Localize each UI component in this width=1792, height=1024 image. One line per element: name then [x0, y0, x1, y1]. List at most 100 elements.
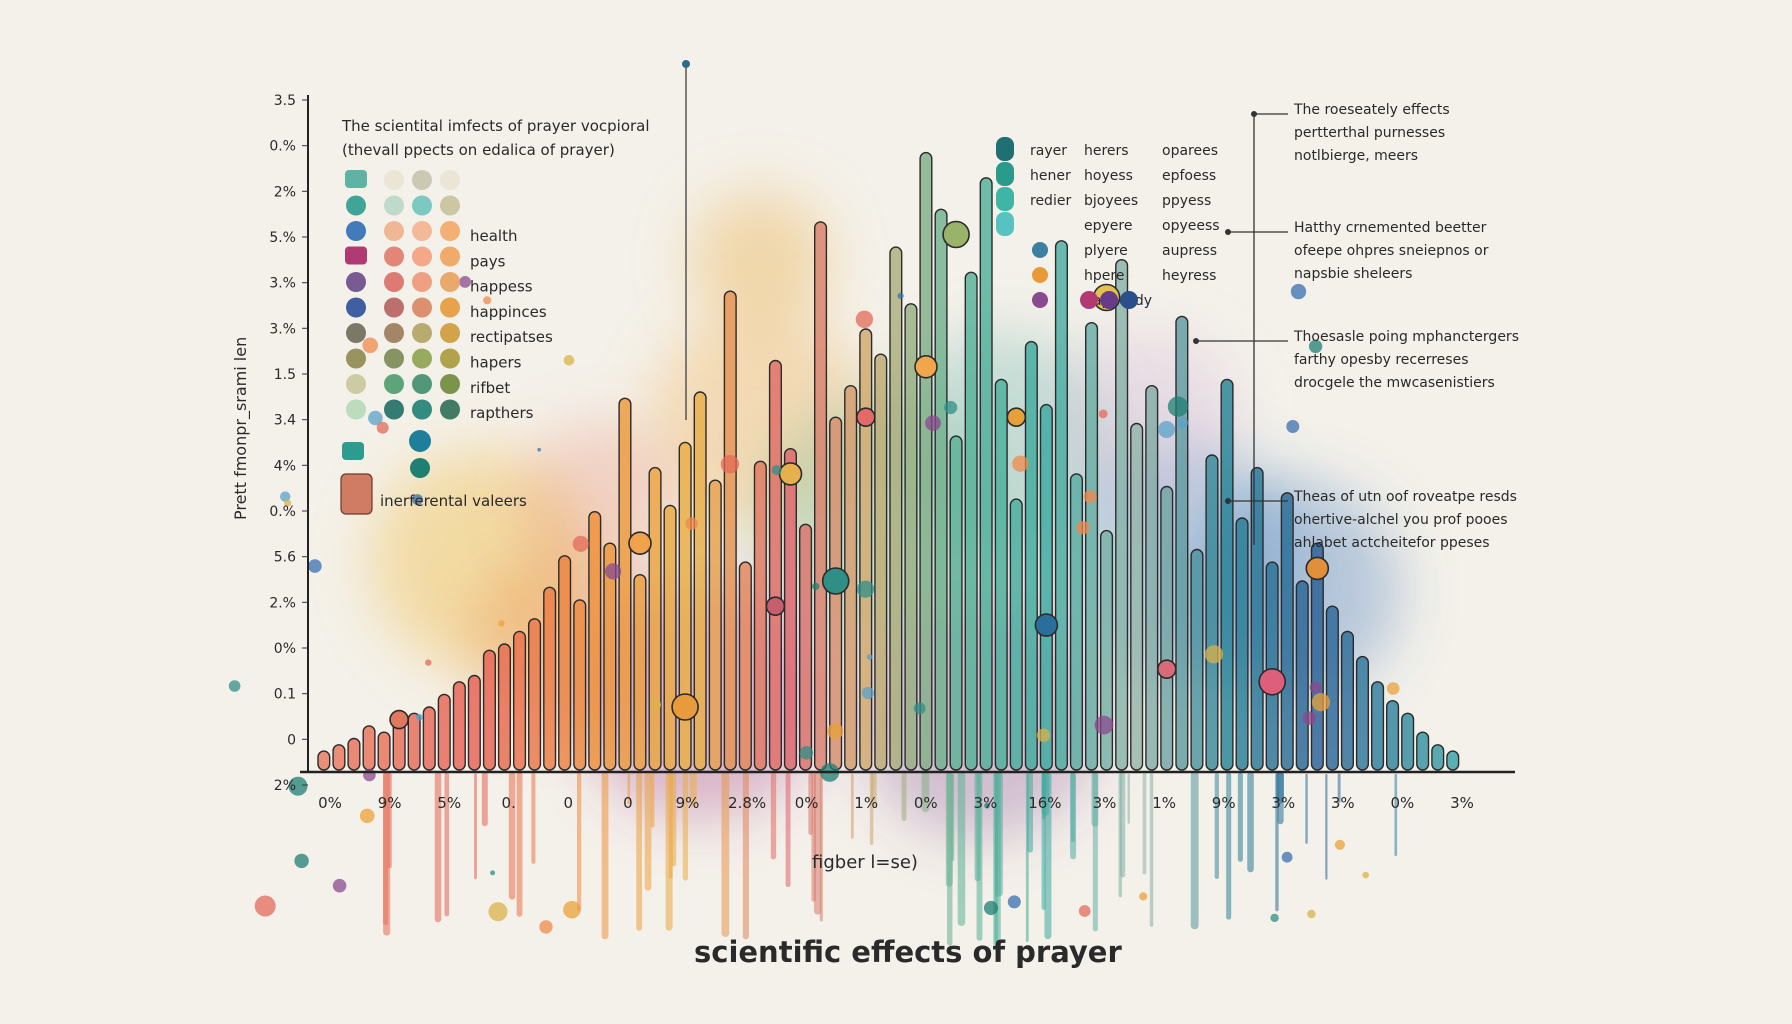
legend-left-swatch-2-2 — [412, 221, 432, 241]
bar-4 — [377, 731, 391, 771]
annotation-1-line-0: Hatthy crnemented beetter — [1294, 220, 1487, 236]
legend-left-swatch-5-2 — [412, 297, 432, 318]
bar-61 — [1235, 517, 1249, 771]
bar-23 — [663, 504, 677, 771]
annotation-3-line-1: ohertive-alchel you prof pooes — [1294, 512, 1508, 528]
bar-42 — [949, 435, 963, 771]
bar-48 — [1039, 403, 1053, 771]
y-tick-0: 3.5 — [274, 93, 296, 109]
y-tick-8: 4% — [274, 458, 296, 474]
bar-74 — [1431, 744, 1445, 771]
y-axis-label: Prett fmonpr_srami len — [231, 337, 251, 520]
legend-right-label-2-2: ppyess — [1162, 193, 1211, 209]
annotation-3-line-2: ahlabet actcheitefor ppeses — [1294, 535, 1490, 551]
y-tick-7: 3.4 — [274, 413, 296, 429]
bar-37 — [874, 353, 888, 771]
bar-marker-12 — [1157, 659, 1177, 680]
bar-30 — [768, 359, 782, 771]
legend-left-swatch-6-0 — [346, 323, 366, 343]
bar-39 — [904, 303, 918, 771]
y-tick-15: 2% — [274, 778, 296, 794]
legend-left-label-6: rifbet — [470, 379, 510, 397]
y-tick-9: 0.% — [269, 504, 296, 520]
bar-2 — [347, 737, 361, 771]
legend-left-swatch-3-2 — [412, 246, 432, 267]
legend-left-swatch-4-1 — [384, 272, 404, 292]
bar-36 — [859, 328, 873, 771]
bar-67 — [1325, 605, 1339, 771]
bar-7 — [422, 706, 436, 771]
bar-33 — [814, 221, 828, 771]
legend-left-label-2: happess — [470, 278, 533, 296]
annotation-0-line-2: notlbierge, meers — [1294, 148, 1418, 164]
x-axis-label: figber l=se) — [812, 852, 918, 873]
bar-51 — [1084, 322, 1099, 771]
bar-marker-3 — [765, 596, 786, 617]
bar-13 — [513, 630, 527, 771]
annotation-0-line-0: The roeseately effects — [1293, 102, 1450, 118]
x-tick-7: 2.8% — [728, 794, 766, 812]
y-tick-14: 0 — [287, 732, 296, 748]
bar-18 — [588, 511, 602, 771]
legend-left-swatch-0-2 — [412, 170, 432, 190]
bar-64 — [1280, 492, 1294, 771]
legend-left-swatch-2-0 — [346, 221, 366, 241]
bar-57 — [1175, 315, 1189, 771]
bar-marker-4 — [778, 462, 803, 486]
bar-14 — [528, 618, 542, 771]
bar-marker-0 — [389, 709, 409, 730]
subtitle-line-1: The scientital imfects of prayer vocpior… — [341, 117, 650, 135]
x-tick-14: 1% — [1152, 794, 1176, 812]
legend-left-swatch-9-1 — [384, 399, 404, 420]
legend-right-label-1-2: epfoess — [1162, 168, 1216, 184]
bar-38 — [889, 246, 903, 771]
legend-left-swatch-2-3 — [440, 221, 460, 241]
bar-47 — [1024, 340, 1038, 771]
bar-46 — [1009, 498, 1023, 771]
y-tick-6: 1.5 — [274, 367, 296, 383]
bar-25 — [693, 391, 707, 771]
x-tick-18: 0% — [1391, 794, 1415, 812]
bar-17 — [573, 599, 587, 771]
x-tick-13: 3% — [1093, 794, 1117, 812]
legend-left-swatch-3-0 — [345, 246, 367, 265]
legend-left-swatch-0-3 — [440, 170, 460, 190]
bar-24 — [678, 441, 692, 771]
bar-59 — [1205, 454, 1219, 771]
legend-left-swatch-0-0 — [345, 170, 367, 188]
annotation-0-line-1: pertterthal purnesses — [1294, 125, 1445, 141]
bar-72 — [1401, 712, 1415, 771]
x-tick-11: 3% — [974, 794, 998, 812]
bar-69 — [1355, 655, 1369, 771]
legend-right-label-0-2: oparees — [1162, 143, 1218, 159]
paint-drips — [383, 771, 1398, 947]
y-tick-13: 0.1 — [274, 687, 296, 703]
y-tick-5: 3.% — [269, 321, 296, 337]
legend-left-swatch-5-1 — [384, 297, 404, 318]
legend-right-swatch-3 — [996, 212, 1014, 236]
legend-left-swatch-2-1 — [384, 221, 404, 241]
bar-3 — [362, 725, 376, 771]
bar-19 — [603, 542, 617, 771]
legend-right-swatch-0 — [996, 137, 1014, 161]
bar-41 — [934, 208, 948, 771]
legend-left-swatch-6-3 — [440, 323, 460, 343]
legend-left-label-5: hapers — [470, 354, 522, 372]
bar-16 — [558, 555, 572, 771]
x-tick-17: 3% — [1331, 794, 1355, 812]
bar-marker-6 — [855, 407, 876, 428]
legend-right-label-1-0: hener — [1030, 168, 1071, 184]
bar-27 — [723, 290, 737, 771]
legend-left-label-1: pays — [470, 252, 506, 270]
bar-40 — [919, 151, 933, 771]
bar-marker-5 — [821, 567, 850, 595]
bar-52 — [1099, 529, 1114, 771]
legend-left-label-7: rapthers — [470, 404, 534, 422]
y-tick-12: 0% — [274, 641, 296, 657]
bar-28 — [738, 561, 752, 771]
bar-44 — [979, 177, 993, 771]
bar-marker-13 — [1305, 556, 1330, 581]
legend-left-swatch-7-2 — [412, 348, 432, 369]
bar-marker-7 — [914, 354, 938, 379]
